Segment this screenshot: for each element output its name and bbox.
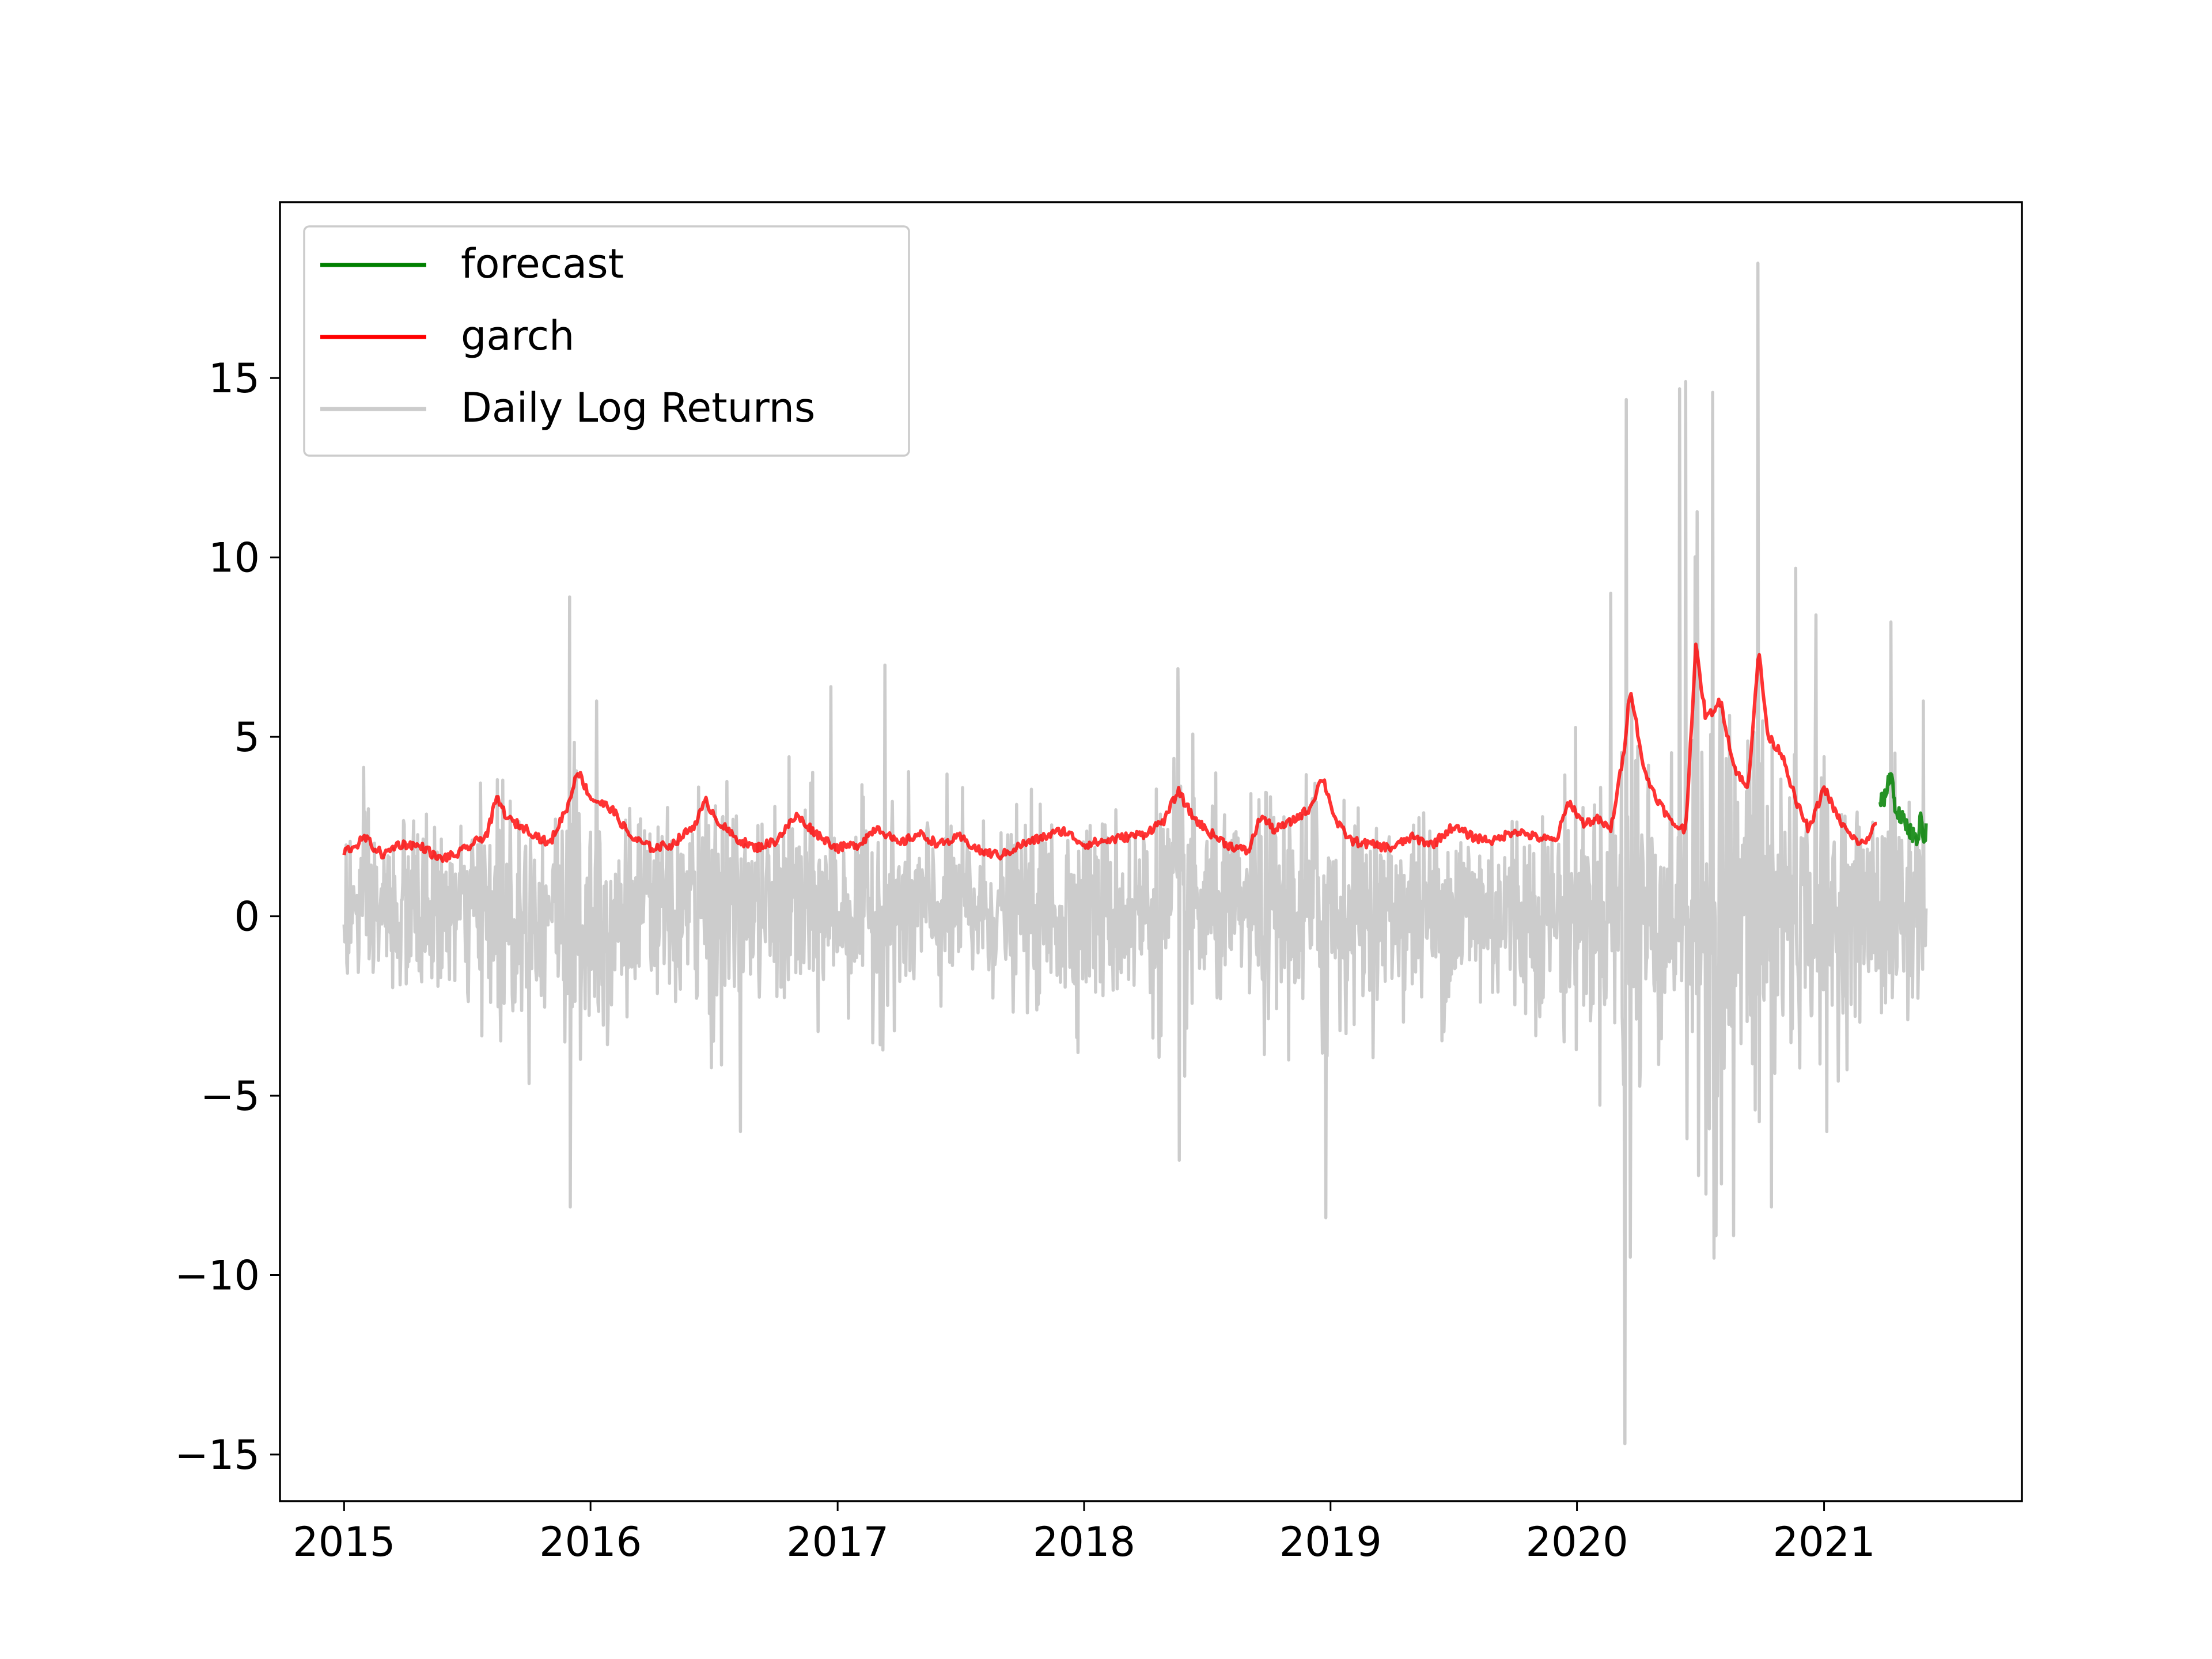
plot-frame (279, 201, 2023, 1502)
series-forecast (1878, 772, 1928, 847)
x-tick-label: 2018 (1033, 1518, 1135, 1566)
plot-lines (342, 262, 1928, 1446)
x-tick-label: 2019 (1279, 1518, 1382, 1566)
y-tick-label: −15 (175, 1431, 260, 1479)
legend-box (303, 225, 910, 457)
y-tick-label: −10 (175, 1252, 260, 1300)
legend-label-garch: garch (461, 312, 574, 359)
x-axis: 2015 2016 2017 2018 2019 2020 2021 (293, 1501, 1876, 1566)
y-tick-label: 5 (234, 714, 260, 761)
legend-label-forecast: forecast (461, 240, 624, 287)
series-garch (342, 642, 1877, 863)
y-tick-label: 10 (209, 535, 260, 582)
x-tick-label: 2021 (1772, 1518, 1875, 1566)
y-axis: 15 10 5 0 −5 −10 −15 (175, 355, 280, 1479)
y-tick-label: 15 (209, 355, 260, 402)
y-tick-label: 0 (234, 893, 260, 941)
x-tick-label: 2020 (1526, 1518, 1628, 1566)
x-tick-label: 2015 (293, 1518, 395, 1566)
series-daily-log-returns (342, 262, 1928, 1446)
legend-label-daily-log-returns: Daily Log Returns (461, 384, 815, 431)
y-tick-label: −5 (200, 1073, 260, 1120)
x-tick-label: 2016 (539, 1518, 642, 1566)
x-tick-label: 2017 (786, 1518, 889, 1566)
legend: forecast garch Daily Log Returns (303, 225, 910, 457)
